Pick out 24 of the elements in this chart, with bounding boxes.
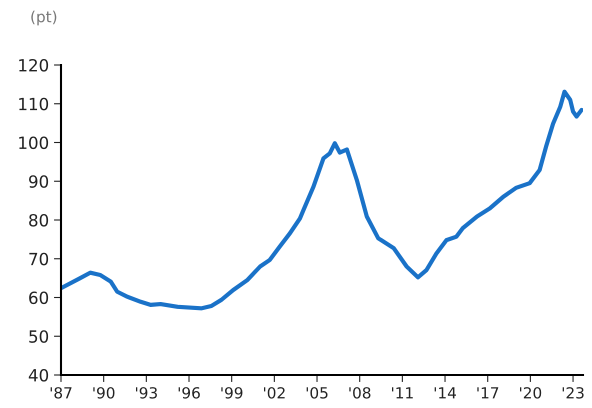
x-tick-label: '93 [136,387,157,399]
x-tick-label: '08 [349,387,370,399]
y-tick-label: 80 [29,214,48,227]
x-tick-label: '20 [520,387,542,399]
y-tick-label: 110 [19,98,48,110]
x-tick-label: '96 [178,387,200,399]
y-tick-label: 120 [19,58,48,72]
x-tick-label: '14 [434,387,456,398]
x-tick-label: '87 [50,387,72,399]
line-series [61,90,583,310]
x-tick-label: '05 [306,387,328,399]
x-tick-label: '11 [392,387,413,398]
y-tick-label: 100 [19,136,48,150]
x-tick-label: '90 [93,387,114,399]
y-tick-label: 90 [29,175,48,188]
y-tick-label: 40 [28,368,48,382]
y-tick-label: 50 [29,330,48,343]
y-tick-label: 70 [29,252,48,266]
x-tick-label: '99 [221,387,242,399]
y-tick-label: 60 [29,291,48,304]
y-axis-title: (pt) [31,10,56,26]
x-tick-label: '02 [264,387,285,399]
x-tick-label: '17 [477,387,498,398]
x-tick-label: '23 [562,387,584,399]
